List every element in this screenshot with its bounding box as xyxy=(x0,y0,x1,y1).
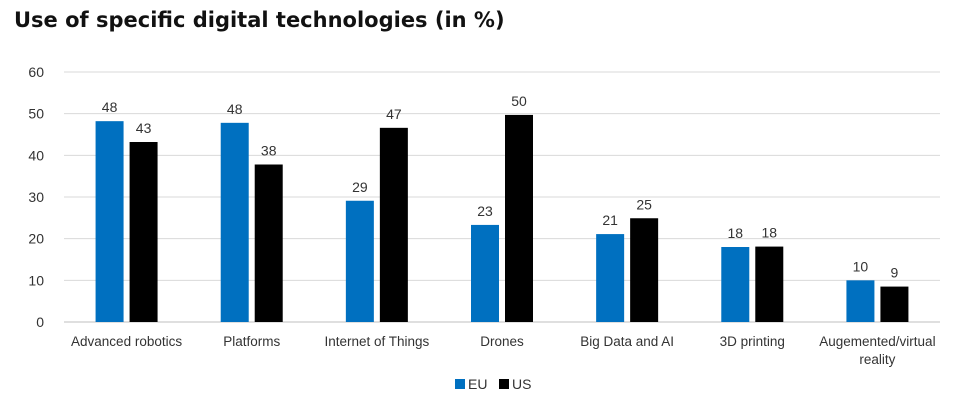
data-labels: 48 43 48 38 29 47 23 50 21 25 18 18 10 9 xyxy=(102,93,899,281)
legend-swatch-us xyxy=(499,379,509,389)
bar-us xyxy=(379,127,408,322)
category-label: Advanced robotics xyxy=(71,334,182,349)
data-label-eu: 10 xyxy=(853,258,869,274)
data-label-eu: 48 xyxy=(102,99,118,115)
bar-us xyxy=(880,286,909,322)
bar-us xyxy=(755,246,784,322)
category-label: 3D printing xyxy=(720,334,785,349)
category-label: Internet of Things xyxy=(324,334,429,349)
bar-us xyxy=(630,218,659,322)
bar-eu xyxy=(345,200,374,322)
bar-eu xyxy=(596,234,625,322)
data-label-eu: 48 xyxy=(227,101,243,117)
bar-us xyxy=(129,142,158,322)
y-axis-ticks: 0 10 20 30 40 50 60 xyxy=(28,64,44,330)
bar-eu xyxy=(721,247,750,322)
data-label-us: 9 xyxy=(891,265,899,281)
chart-title: Use of specific digital technologies (in… xyxy=(14,8,505,32)
data-label-us: 18 xyxy=(761,225,777,241)
data-label-us: 38 xyxy=(261,143,277,159)
data-label-eu: 23 xyxy=(477,203,493,219)
data-label-eu: 29 xyxy=(352,179,368,195)
data-label-us: 25 xyxy=(636,196,652,212)
y-tick-label: 10 xyxy=(28,272,44,288)
y-tick-label: 40 xyxy=(28,147,44,163)
y-tick-label: 30 xyxy=(28,189,44,205)
bar-us xyxy=(505,114,533,323)
bar-eu xyxy=(95,121,124,323)
data-label-us: 50 xyxy=(511,93,527,109)
y-tick-label: 0 xyxy=(36,314,44,330)
legend-label-eu: EU xyxy=(468,376,487,392)
data-label-eu: 21 xyxy=(602,212,618,228)
bar-eu xyxy=(471,224,499,322)
bar-eu xyxy=(220,122,249,322)
legend-swatch-eu xyxy=(455,379,465,389)
data-label-us: 47 xyxy=(386,106,402,122)
category-label: Augemented/virtual reality xyxy=(819,334,935,367)
y-tick-label: 50 xyxy=(28,106,44,122)
data-label-eu: 18 xyxy=(727,225,743,241)
category-label: Drones xyxy=(480,334,524,349)
bar-us xyxy=(254,164,283,322)
category-labels: Advanced robotics Platforms Internet of Th… xyxy=(71,334,936,367)
y-tick-label: 60 xyxy=(28,64,44,80)
legend-label-us: US xyxy=(512,376,531,392)
bars xyxy=(95,114,909,323)
data-label-us: 43 xyxy=(136,120,152,136)
y-tick-label: 20 xyxy=(28,231,44,247)
category-label: Platforms xyxy=(223,334,280,349)
category-label: Big Data and AI xyxy=(580,334,674,349)
bar-eu xyxy=(846,280,875,322)
legend: EU US xyxy=(455,376,531,392)
gridlines xyxy=(64,71,940,281)
